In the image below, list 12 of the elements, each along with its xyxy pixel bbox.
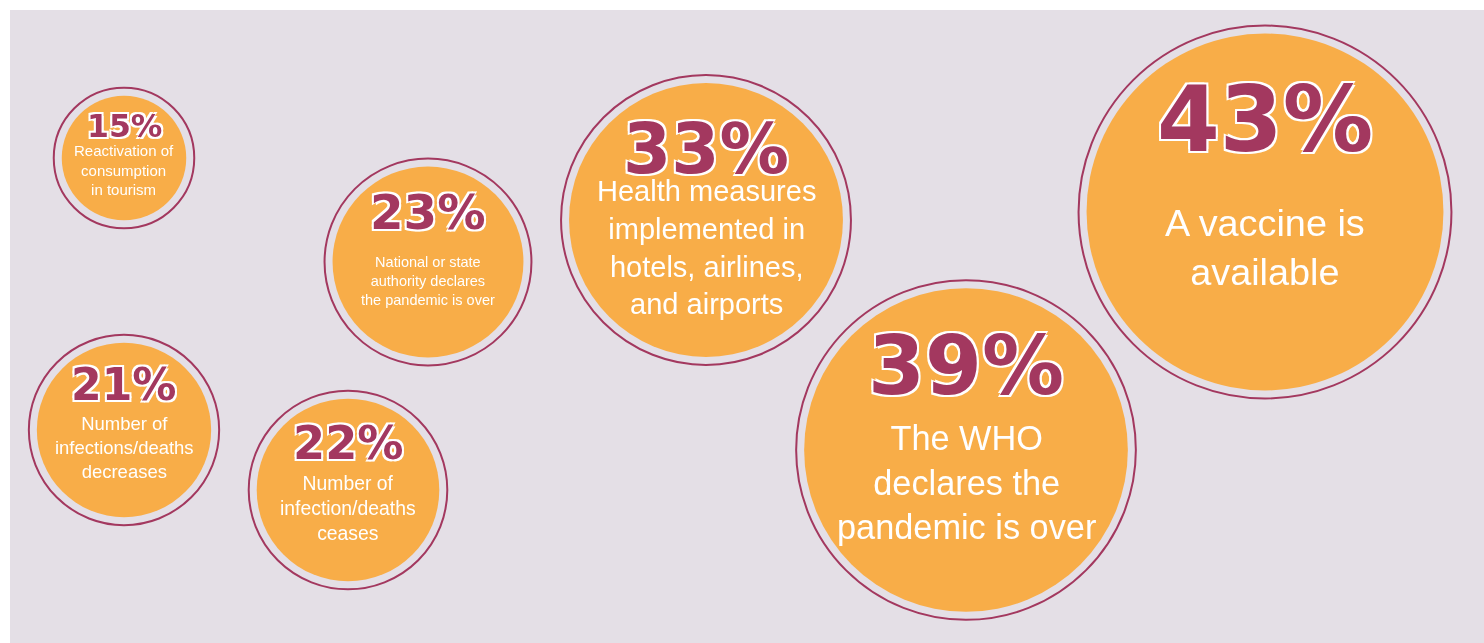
data-label: 23% (370, 184, 486, 240)
category-label: Number of infection/deaths ceases (280, 472, 416, 545)
data-label: 22% (293, 416, 404, 470)
category-label: Reactivation of consumption in tourism (74, 142, 175, 198)
category-label: Number of infections/deaths decreases (55, 413, 194, 483)
data-label: 15% (87, 108, 163, 144)
category-label: National or state authority declares the pandemic is over (361, 254, 495, 308)
data-label: 43% (1157, 67, 1374, 172)
data-label: 21% (71, 359, 177, 410)
data-label: 39% (868, 318, 1065, 413)
category-label: The WHO declares the pandemic is over (837, 419, 1097, 547)
category-label: A vaccine is available (1165, 202, 1365, 294)
